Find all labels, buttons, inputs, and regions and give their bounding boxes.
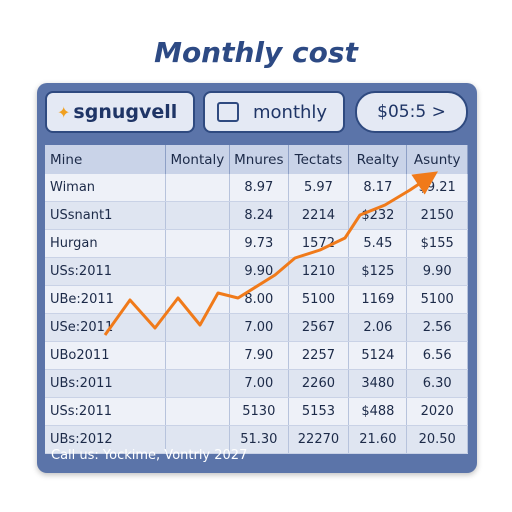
table-row: UBo2011 7.90 2257 5124 6.56 <box>45 341 468 370</box>
table-cell: 5.45 <box>348 229 408 258</box>
empty-cell <box>165 425 231 454</box>
empty-cell <box>165 369 231 398</box>
column-header: Mine <box>45 145 166 174</box>
table-cell: 1169 <box>348 285 408 314</box>
table-cell: 2567 <box>288 313 350 342</box>
table-row: Hurgan 9.73 1572 5.45 $155 <box>45 229 468 258</box>
table-cell: 2214 <box>288 201 350 230</box>
page-title: Monthly cost <box>154 36 358 69</box>
table-cell: 2020 <box>406 397 468 426</box>
table-cell: 1572 <box>288 229 350 258</box>
table-cell: 5130 <box>229 397 289 426</box>
table-cell: UBs:2011 <box>45 369 166 398</box>
brand[interactable]: ✦ sgnugvell <box>45 91 195 133</box>
table-cell: 8.24 <box>229 201 289 230</box>
table-cell: 5124 <box>348 341 408 370</box>
table-cell: $488 <box>348 397 408 426</box>
brand-text: sgnugvell <box>73 101 178 123</box>
table-cell: 8.97 <box>229 174 289 202</box>
panel: ✦ sgnugvell monthly $05:5 > Mine Montaly Mn… <box>37 83 477 473</box>
column-header: Tectats <box>288 145 350 174</box>
table-cell: $155 <box>406 229 468 258</box>
table-row: USs:2011 5130 5153 $488 2020 <box>45 397 468 426</box>
table-row: USsnant1 8.24 2214 $232 2150 <box>45 201 468 230</box>
table-cell: 6.56 <box>406 341 468 370</box>
table-cell: 1210 <box>288 257 350 286</box>
table-cell: $125 <box>348 257 408 286</box>
table-row: UBs:2011 7.00 2260 3480 6.30 <box>45 369 468 398</box>
table-cell: 5.97 <box>288 174 350 202</box>
table-cell: 5153 <box>288 397 350 426</box>
table-cell: USs:2011 <box>45 257 166 286</box>
table-cell: 2260 <box>288 369 350 398</box>
table-cell: 2.56 <box>406 313 468 342</box>
column-header: Montaly <box>165 145 231 174</box>
table-cell: 5100 <box>288 285 350 314</box>
table-cell: Wiman <box>45 174 166 202</box>
table-cell: 22270 <box>288 425 350 454</box>
table-cell: 7.00 <box>229 369 289 398</box>
table-cell: 3480 <box>348 369 408 398</box>
dropdown[interactable]: monthly <box>203 91 345 133</box>
table-cell: Hurgan <box>45 229 166 258</box>
table-cell: 5100 <box>406 285 468 314</box>
table-cell: 21.60 <box>348 425 408 454</box>
table-cell: UBs:2012 <box>45 425 166 454</box>
empty-cell <box>165 201 231 230</box>
table-cell: 7.90 <box>229 341 289 370</box>
empty-cell <box>165 174 231 202</box>
table-cell: 9.73 <box>229 229 289 258</box>
column-header: Asunty <box>406 145 468 174</box>
table-cell: 51.30 <box>229 425 289 454</box>
empty-cell <box>165 397 231 426</box>
table-cell: 8.00 <box>229 285 289 314</box>
table-cell: 6.30 <box>406 369 468 398</box>
table-cell: 2150 <box>406 201 468 230</box>
dropdown-text: monthly <box>253 101 328 123</box>
empty-cell <box>165 257 231 286</box>
table-cell: 20.50 <box>406 425 468 454</box>
footer: Call us: Yockime, Vontrly 2027 <box>51 448 248 463</box>
button-text: $05:5 > <box>377 102 446 122</box>
column-header: Mnures <box>229 145 289 174</box>
empty-cell <box>165 341 231 370</box>
table-row: UBs:2012 51.30 22270 21.60 20.50 <box>45 425 468 454</box>
table-cell: 2.06 <box>348 313 408 342</box>
column-header: Realty <box>348 145 408 174</box>
trend-line <box>103 171 438 336</box>
table-cell: 9.90 <box>406 257 468 286</box>
table-cell: 7.00 <box>229 313 289 342</box>
empty-cell <box>165 313 231 342</box>
empty-cell <box>165 229 231 258</box>
button[interactable]: $05:5 > <box>355 91 468 133</box>
table-cell: 2257 <box>288 341 350 370</box>
table-cell: UBo2011 <box>45 341 166 370</box>
table-cell: USs:2011 <box>45 397 166 426</box>
table-cell: UBe:2011 <box>45 285 166 314</box>
table-row: USs:2011 9.90 1210 $125 9.90 <box>45 257 468 286</box>
table-cell: USsnant1 <box>45 201 166 230</box>
